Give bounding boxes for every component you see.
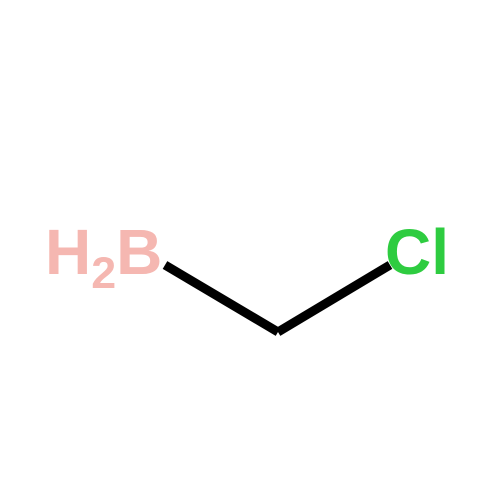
boron-sub: 2 <box>91 248 116 298</box>
boron-h: H <box>45 216 91 288</box>
atom-chlorine: Cl <box>385 215 449 289</box>
molecule-diagram: H2B Cl <box>0 0 500 500</box>
boron-b: B <box>116 216 162 288</box>
atom-boron: H2B <box>45 215 162 299</box>
bond-b-c <box>165 265 278 332</box>
bond-c-cl <box>278 265 390 332</box>
